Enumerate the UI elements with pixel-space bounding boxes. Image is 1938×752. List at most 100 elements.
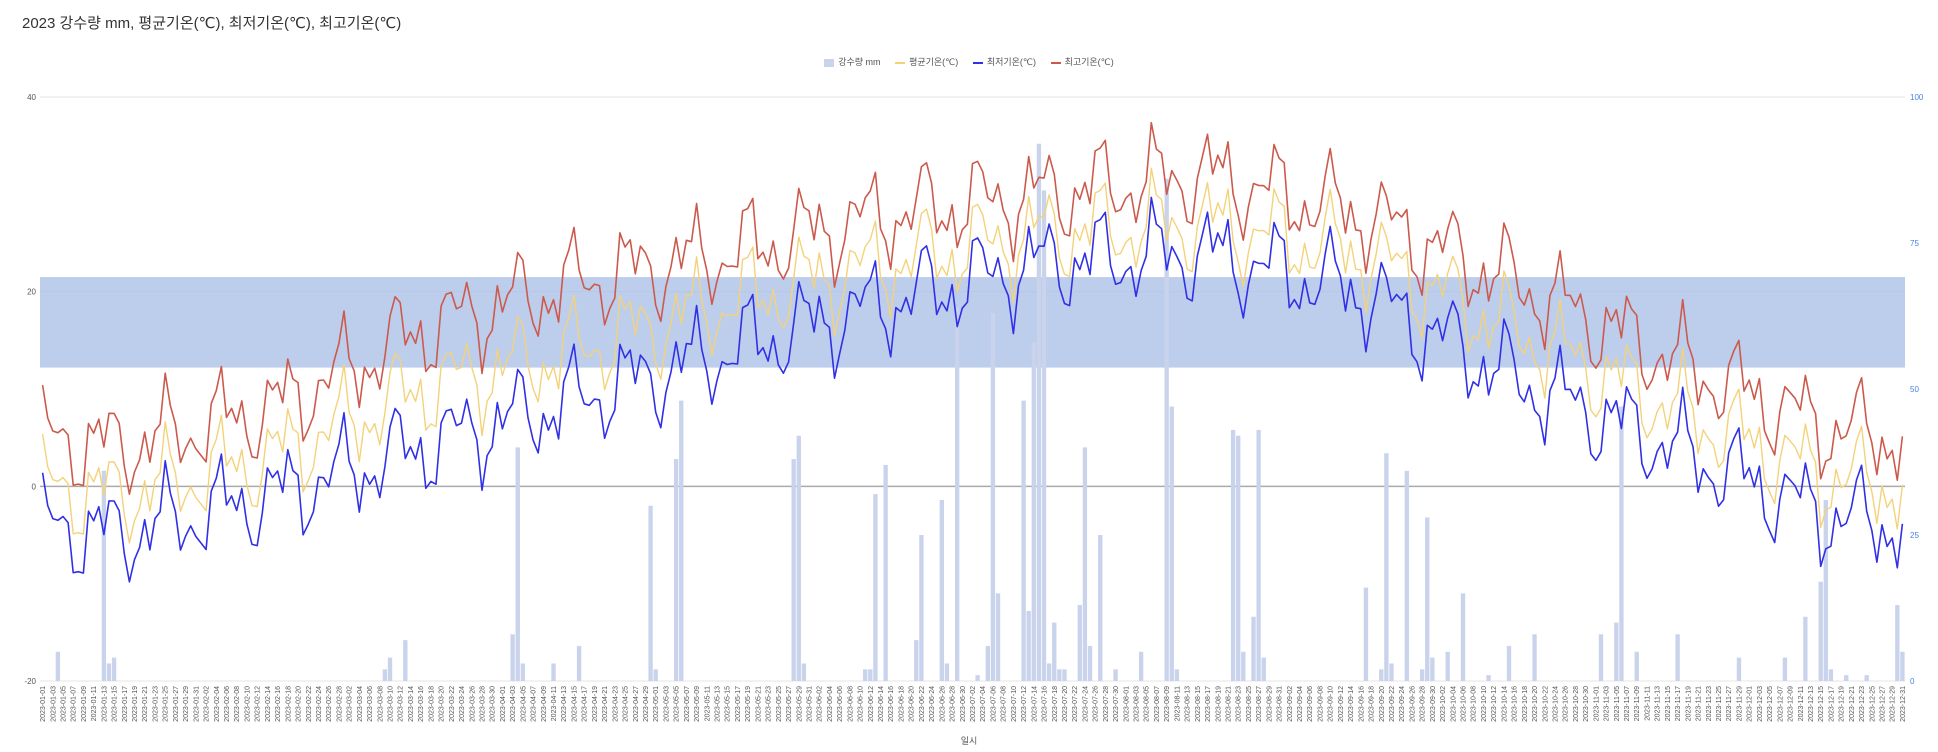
x-tick-label: 2023-01-07 — [71, 686, 78, 722]
x-tick-label: 2023-06-20 — [909, 686, 916, 722]
precip-bar — [1098, 535, 1103, 681]
x-tick-label: 2023-07-26 — [1093, 686, 1100, 722]
x-tick-label: 2023-09-16 — [1358, 686, 1365, 722]
x-tick-label: 2023-11-27 — [1726, 686, 1733, 721]
precip-bar — [1087, 645, 1093, 681]
x-tick-label: 2023-07-16 — [1042, 686, 1049, 722]
precip-bar — [1844, 675, 1849, 681]
x-tick-label: 2023-10-12 — [1491, 686, 1498, 722]
x-tick-label: 2023-01-19 — [132, 686, 139, 722]
precip-bar — [944, 663, 950, 681]
precip-bar — [1138, 651, 1144, 681]
x-tick-label: 2023-07-06 — [990, 686, 997, 722]
precip-bars — [55, 143, 1905, 682]
precip-bar — [1113, 669, 1118, 681]
x-tick-label: 2023-11-29 — [1736, 686, 1743, 721]
x-tick-label: 2023-03-16 — [418, 686, 425, 722]
precip-bar — [387, 657, 393, 681]
x-tick-label: 2023-08-01 — [1123, 686, 1130, 722]
x-tick-label: 2023-09-08 — [1317, 686, 1324, 722]
precip-bar — [939, 499, 945, 681]
x-tick-label: 2023-10-14 — [1501, 686, 1508, 722]
x-tick-label: 2023-03-26 — [469, 686, 476, 722]
x-tick-label: 2023-06-30 — [960, 686, 967, 722]
x-tick-label: 2023-10-18 — [1522, 686, 1529, 722]
x-tick-label: 2023-04-21 — [602, 686, 609, 722]
legend-item-precip[interactable]: 강수량 mm — [824, 55, 881, 68]
x-tick-label: 2023-05-17 — [735, 686, 742, 722]
precip-bar — [1460, 593, 1466, 681]
x-tick-label: 2023-03-20 — [439, 686, 446, 722]
x-tick-label: 2023-03-10 — [388, 686, 395, 722]
precip-bar — [873, 494, 878, 681]
y-tick-label: 40 — [27, 93, 36, 102]
precip-bar — [995, 593, 1001, 681]
y2-tick-label: 25 — [1910, 531, 1919, 540]
precip-bar — [520, 663, 526, 681]
x-tick-label: 2023-06-14 — [878, 686, 885, 722]
x-tick-label: 2023-10-16 — [1512, 686, 1519, 722]
x-tick-label: 2023-05-11 — [704, 686, 711, 721]
precip-bar — [796, 435, 801, 681]
legend-swatch-min — [972, 61, 983, 64]
x-tick-label: 2023-05-29 — [796, 686, 803, 722]
x-tick-label: 2023-02-24 — [316, 686, 323, 722]
x-tick-label: 2023-01-21 — [142, 686, 149, 722]
x-tick-label: 2023-02-14 — [265, 686, 272, 722]
x-tick-label: 2023-02-04 — [214, 686, 221, 722]
precip-bar — [1675, 634, 1680, 681]
x-tick-label: 2023-02-10 — [244, 686, 251, 722]
precip-bar — [382, 669, 388, 681]
x-tick-label: 2023-06-24 — [929, 686, 936, 722]
x-tick-label: 2023-09-02 — [1287, 686, 1294, 722]
x-tick-label: 2023-12-21 — [1849, 686, 1856, 722]
x-tick-label: 2023-10-28 — [1573, 686, 1580, 722]
precip-bar — [1164, 178, 1169, 681]
x-tick-label: 2023-11-17 — [1675, 686, 1682, 721]
precip-bar — [1036, 143, 1042, 682]
precip-bar — [1782, 657, 1788, 681]
precip-bar — [1031, 342, 1036, 681]
x-tick-label: 2023-09-26 — [1409, 686, 1416, 722]
x-tick-label: 2023-02-18 — [285, 686, 292, 722]
precip-bar — [510, 634, 515, 681]
x-tick-label: 2023-05-21 — [755, 686, 762, 722]
x-tick-label: 2023-08-21 — [1225, 686, 1232, 722]
precip-bar — [1634, 651, 1639, 681]
x-tick-label: 2023-03-30 — [490, 686, 497, 722]
x-tick-label: 2023-10-22 — [1542, 686, 1549, 722]
precip-bar — [1052, 622, 1057, 681]
x-tick-label: 2023-12-27 — [1880, 686, 1887, 722]
x-tick-label: 2023-04-29 — [643, 686, 650, 722]
precip-bar — [863, 669, 868, 681]
precip-bar — [576, 645, 582, 681]
x-tick-label: 2023-12-07 — [1777, 686, 1784, 722]
y-axis-left: -20 0 20 40 — [24, 93, 36, 686]
x-tick-label: 2023-05-31 — [806, 686, 813, 722]
precip-bar — [985, 645, 991, 681]
x-tick-label: 2023-11-11 — [1644, 686, 1651, 721]
x-tick-label: 2023-07-02 — [970, 686, 977, 722]
x-tick-label: 2023-06-18 — [898, 686, 905, 722]
max-temp-line — [41, 121, 1904, 495]
x-tick-label: 2023-08-31 — [1277, 686, 1284, 722]
precip-bar — [403, 640, 408, 681]
x-tick-label: 2023-04-11 — [551, 686, 558, 721]
legend-item-avg[interactable]: 평균기온(℃) — [895, 55, 958, 68]
precip-bar — [1251, 616, 1256, 681]
legend-swatch-precip — [824, 58, 835, 67]
legend-item-max[interactable]: 최고기온(℃) — [1050, 55, 1114, 68]
precip-bar — [1174, 669, 1180, 681]
precip-bar — [1230, 429, 1236, 681]
x-tick-label: 2023-01-15 — [112, 686, 119, 722]
precip-bar — [515, 447, 520, 681]
x-tick-label: 2023-06-04 — [827, 686, 834, 722]
legend-item-min[interactable]: 최저기온(℃) — [972, 55, 1036, 68]
precip-bar — [1057, 669, 1062, 681]
x-tick-label: 2023-06-28 — [950, 686, 957, 722]
precip-bar — [55, 651, 61, 681]
x-tick-label: 2023-12-01 — [1747, 686, 1754, 722]
x-tick-label: 2023-12-17 — [1828, 686, 1835, 722]
x-tick-label: 2023-04-15 — [571, 686, 578, 722]
precip-bar — [673, 459, 679, 681]
